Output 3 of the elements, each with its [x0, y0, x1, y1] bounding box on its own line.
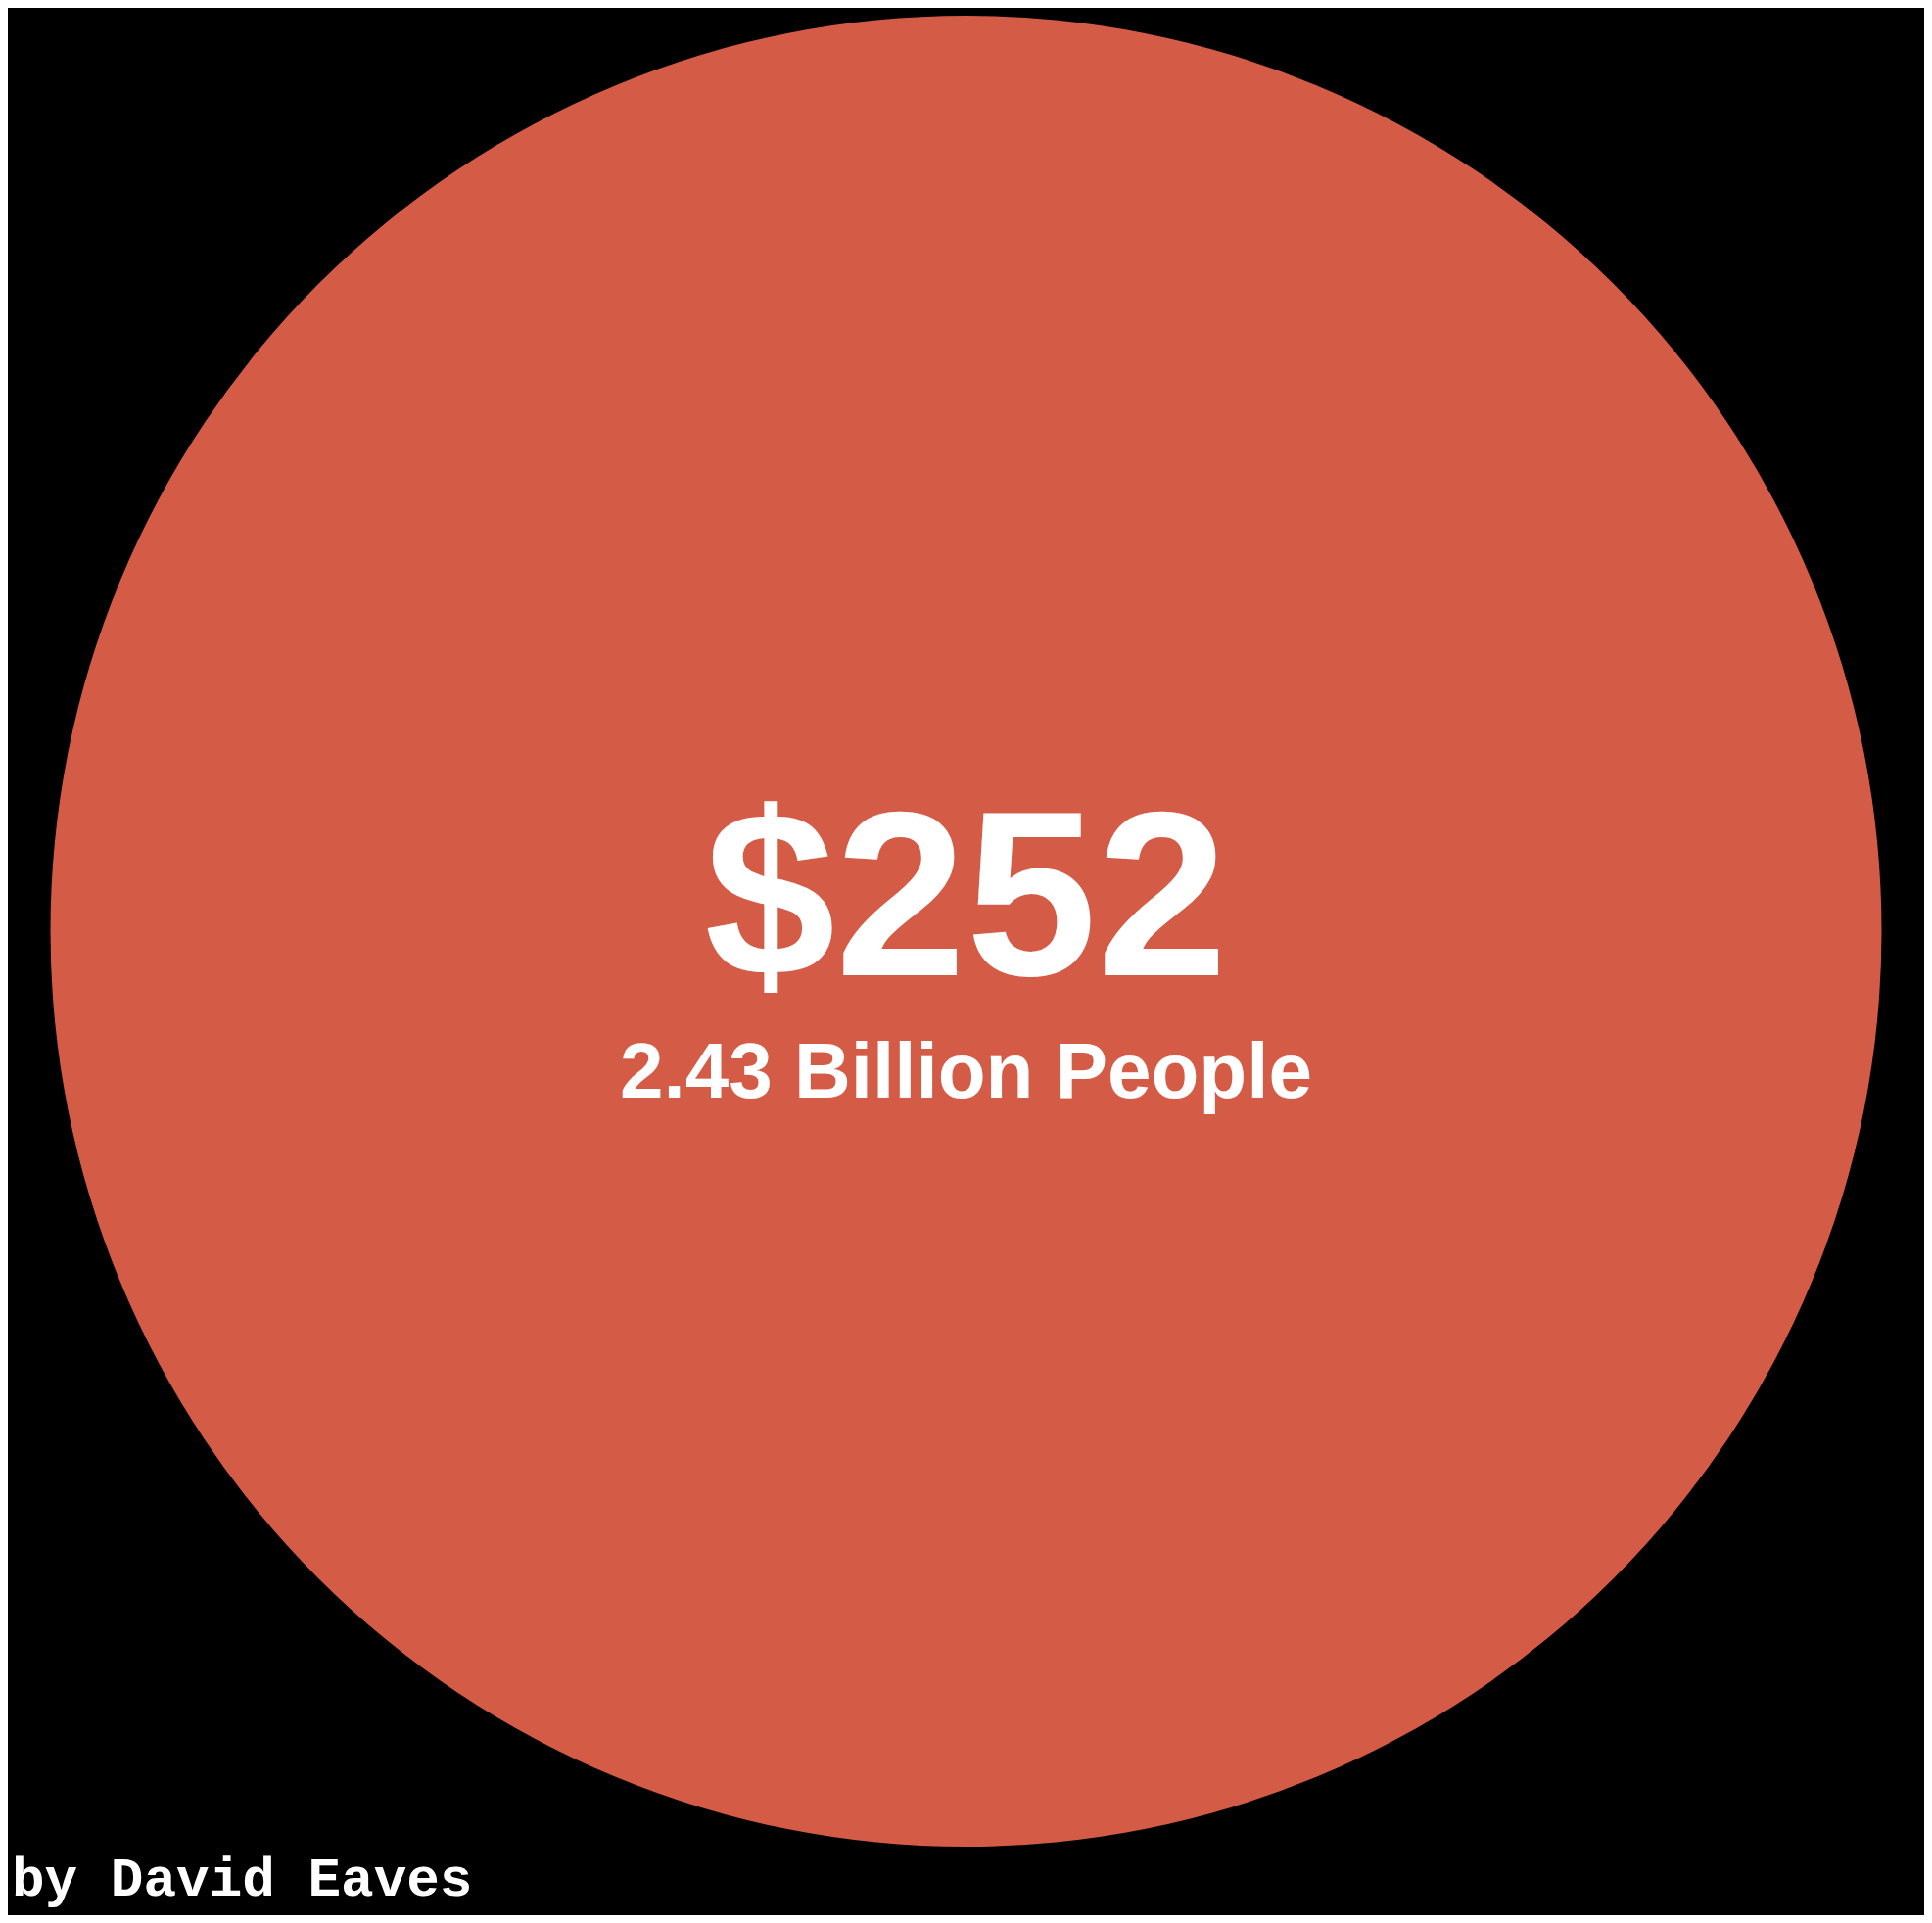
text: $252 — [704, 763, 1228, 1025]
text: 2.43 Billion People — [620, 1027, 1312, 1114]
text: by David Eaves — [12, 1850, 473, 1913]
